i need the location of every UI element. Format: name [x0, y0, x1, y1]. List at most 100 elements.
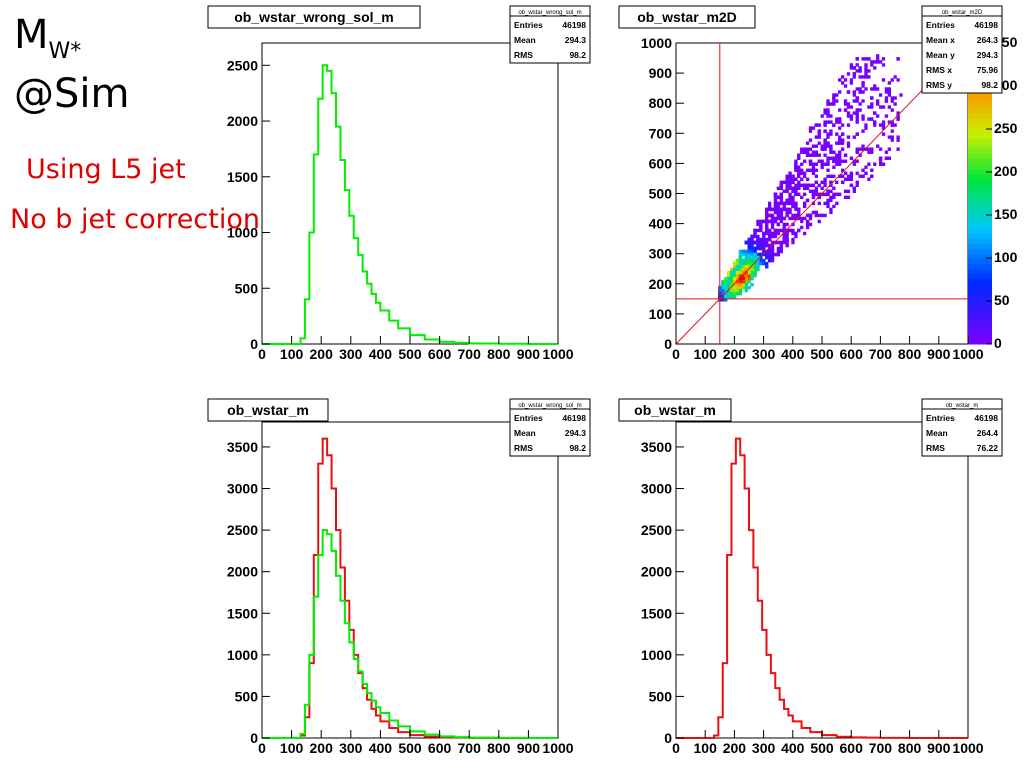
x-tick-label: 100 — [280, 740, 304, 756]
heatmap-cell — [791, 204, 795, 209]
heatmap-cell — [861, 81, 865, 85]
stats-value: 264.3 — [977, 35, 999, 45]
heatmap-cell — [791, 228, 795, 233]
heatmap-cell — [732, 294, 737, 299]
heatmap-cell — [800, 171, 804, 175]
x-tick-label: 600 — [428, 740, 452, 756]
heatmap-cell — [829, 132, 833, 136]
heatmap-cell — [814, 123, 818, 127]
heatmap-cell — [823, 147, 827, 151]
heatmap-cell — [814, 150, 818, 154]
heatmap-cell — [747, 270, 751, 275]
heatmap-cell — [788, 195, 792, 200]
heatmap-cell — [782, 216, 786, 221]
x-tick-label: 500 — [398, 740, 422, 756]
heatmap-cell — [808, 126, 813, 130]
heatmap-cells — [718, 54, 903, 302]
heatmap-cell — [767, 252, 772, 257]
heatmap-cell — [817, 201, 821, 206]
heatmap-cell — [770, 258, 775, 263]
heatmap-cell — [762, 240, 766, 245]
heatmap-cell — [855, 120, 859, 124]
heatmap-cell — [779, 249, 783, 254]
heatmap-cell — [852, 90, 856, 94]
heatmap-cell — [747, 240, 751, 245]
heatmap-cell — [776, 195, 781, 200]
heatmap-cell — [884, 90, 889, 94]
heatmap-cell — [730, 291, 734, 296]
heatmap-cell — [849, 117, 854, 121]
heatmap-cell — [753, 261, 757, 266]
heatmap-cell — [794, 207, 798, 212]
heatmap-cell — [791, 201, 795, 206]
x-tick-label: 300 — [339, 740, 363, 756]
heatmap-cell — [887, 81, 891, 85]
heatmap-cell — [826, 108, 830, 112]
heatmap-cell — [800, 216, 804, 221]
heatmap-cell — [884, 96, 889, 100]
heatmap-cell — [887, 120, 891, 124]
x-tick-label: 700 — [458, 346, 482, 362]
heatmap-cell — [896, 138, 900, 142]
heatmap-cell — [788, 177, 792, 181]
y-tick-label: 500 — [235, 688, 259, 704]
x-tick-label: 400 — [781, 346, 805, 362]
heatmap-cell — [817, 123, 821, 127]
heatmap-cell — [861, 99, 865, 103]
heatmap-cell — [876, 54, 880, 58]
heatmap-cell — [797, 183, 801, 188]
heatmap-cell — [762, 252, 766, 257]
heatmap-cell — [829, 174, 833, 178]
heatmap-cell — [896, 57, 900, 61]
heatmap-cell — [855, 159, 859, 163]
heatmap-cell — [820, 144, 824, 148]
stats-box — [921, 5, 1003, 94]
heatmap-cell — [738, 252, 743, 257]
heatmap-cell — [724, 276, 728, 281]
heatmap-cell — [732, 264, 737, 269]
heatmap-cell — [727, 288, 731, 293]
colorbar-segment — [968, 148, 992, 154]
x-tick-label: 200 — [723, 740, 747, 756]
heatmap-cell — [817, 192, 821, 197]
heatmap-cell — [730, 294, 734, 299]
heatmap-cell — [776, 249, 781, 254]
colorbar-segment — [968, 273, 992, 280]
heatmap-cell — [735, 288, 740, 293]
heatmap-cell — [753, 258, 757, 263]
heatmap-cell — [770, 225, 775, 230]
heatmap-cell — [721, 294, 725, 299]
heatmap-cell — [808, 159, 813, 163]
heatmap-cell — [779, 243, 783, 248]
heatmap-cell — [794, 213, 798, 218]
heatmap-cell — [838, 90, 842, 94]
stats-value: 98.2 — [569, 443, 586, 453]
heatmap-cell — [820, 180, 824, 185]
heatmap-cell — [826, 135, 830, 139]
heatmap-cell — [832, 165, 836, 169]
heatmap-cell — [791, 177, 795, 181]
stats-label: RMS — [926, 443, 945, 453]
heatmap-cell — [750, 276, 754, 281]
x-tick-label: 900 — [927, 740, 951, 756]
stats-value: 264.4 — [977, 428, 999, 438]
heatmap-cell — [805, 186, 810, 191]
colorbar-segment — [968, 243, 992, 250]
heatmap-cell — [823, 201, 827, 206]
heatmap-cell — [838, 159, 842, 163]
heatmap-cell — [794, 231, 798, 236]
heatmap-cell — [811, 201, 816, 206]
heatmap-cell — [852, 135, 856, 139]
heatmap-cell — [773, 195, 778, 200]
heatmap-cell — [808, 147, 813, 151]
heatmap-cell — [782, 240, 786, 245]
heatmap-cell — [873, 162, 877, 166]
heatmap-cell — [803, 204, 807, 209]
heatmap-cell — [773, 219, 778, 224]
colorbar-segment — [968, 108, 992, 114]
x-tick-label: 0 — [672, 740, 680, 756]
heatmap-cell — [791, 195, 795, 200]
heatmap-cell — [785, 234, 789, 239]
plot-frame — [675, 421, 969, 739]
heatmap-cell — [750, 255, 754, 260]
